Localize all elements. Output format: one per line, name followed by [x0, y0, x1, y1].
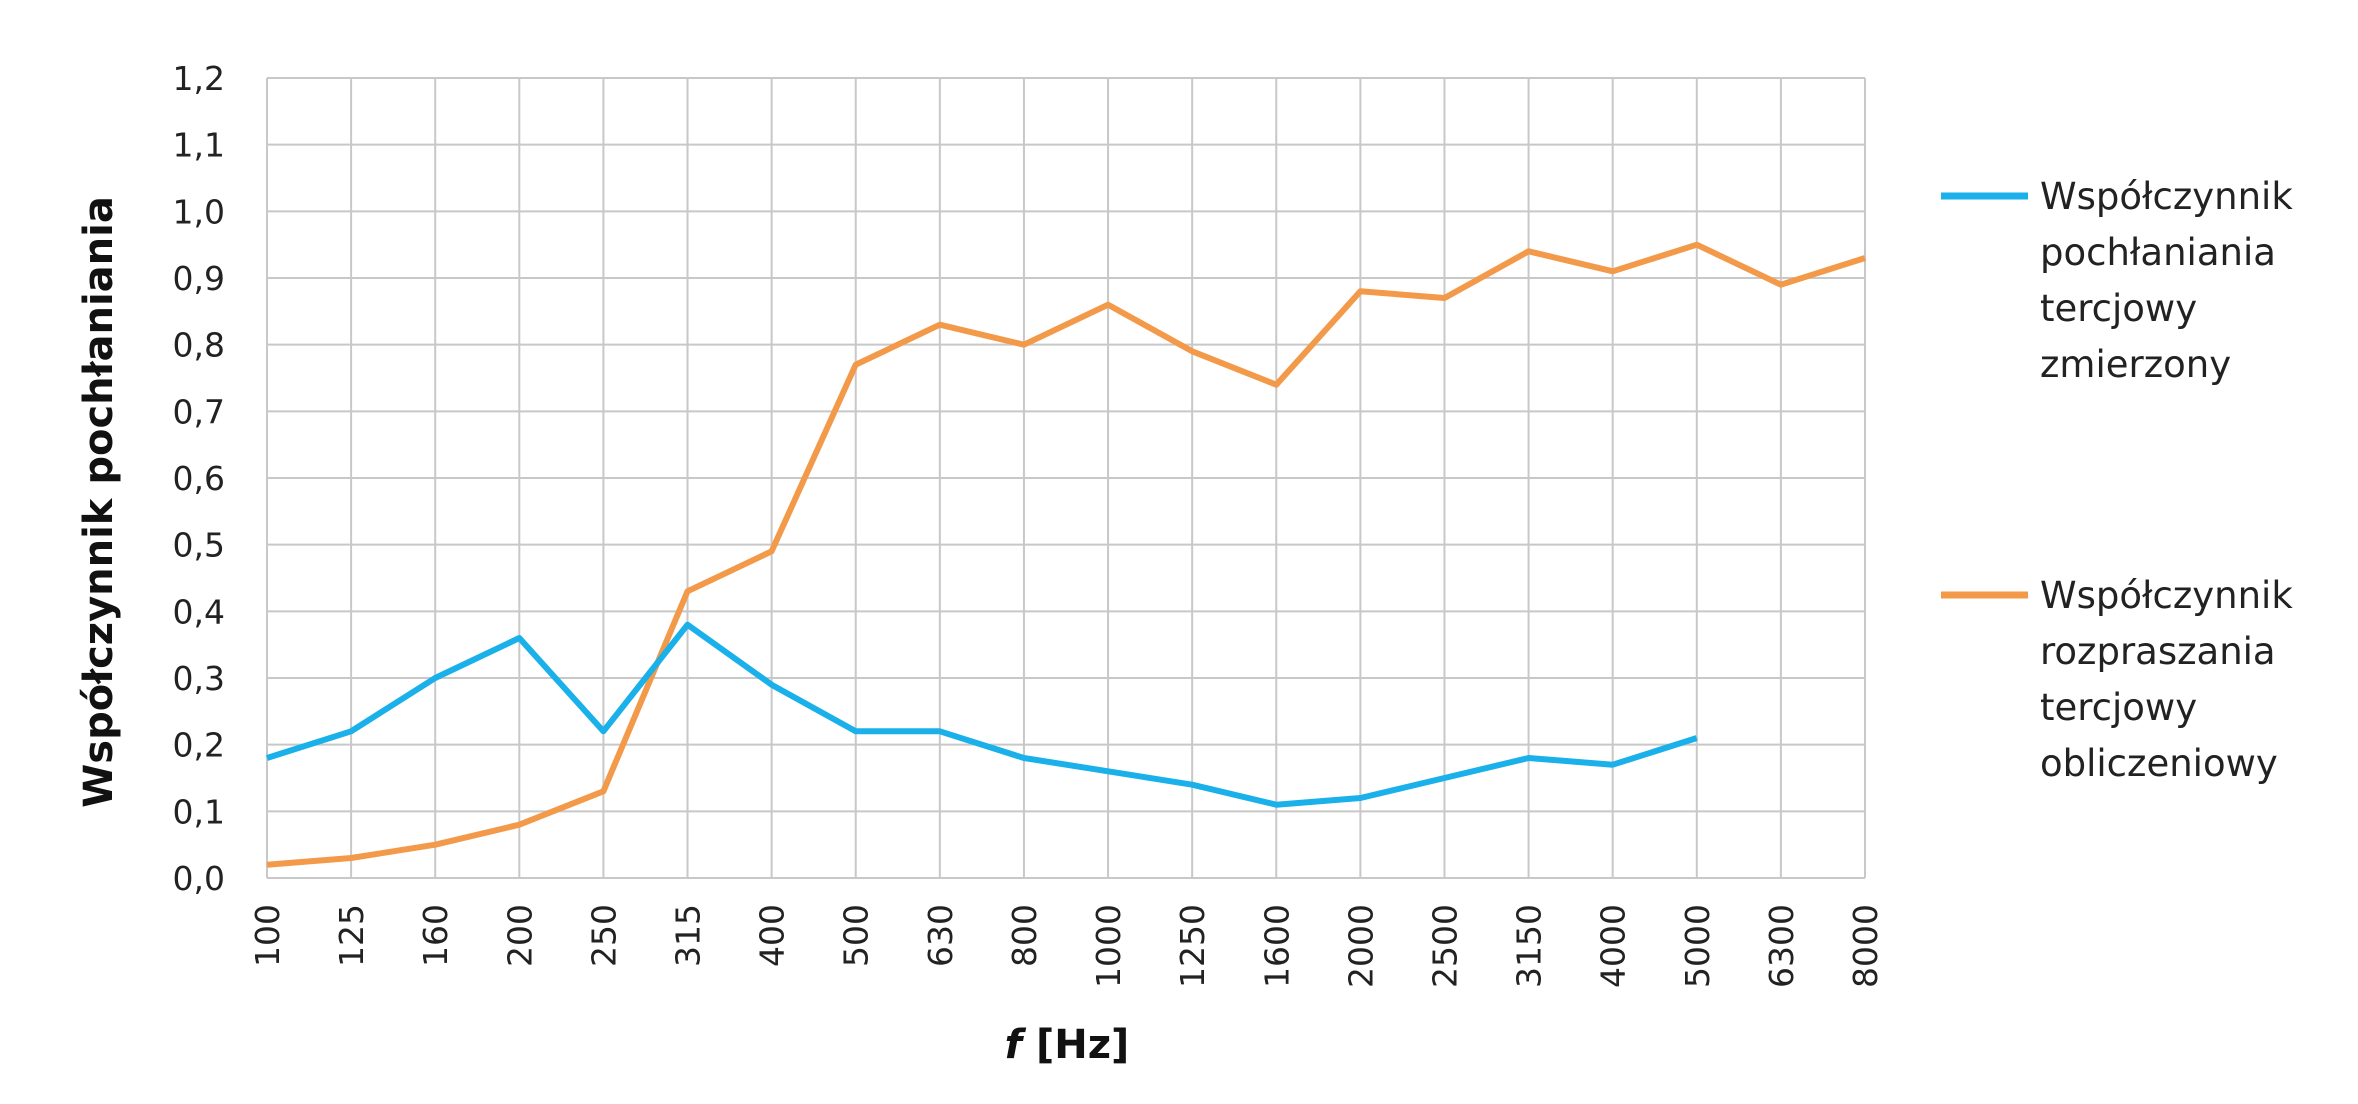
x-tick-label: 250: [584, 904, 623, 967]
x-tick-label: 2500: [1425, 904, 1464, 988]
legend-item-1: Współczynnik pochłaniania tercjowy zmierzon…: [1941, 175, 2293, 386]
x-axis-title-unit: [Hz]: [1022, 1022, 1129, 1068]
x-tick-label: 630: [921, 904, 960, 967]
x-tick-labels: 100 125 160 200 250 315 400 500 630 800 1000 1250 16…: [248, 904, 1885, 988]
legend-label-line: pochłaniania: [2040, 231, 2276, 274]
x-tick-label: 8000: [1846, 904, 1885, 988]
x-tick-label: 5000: [1678, 904, 1717, 988]
x-tick-label: 315: [669, 904, 708, 967]
grid: [266, 77, 1866, 879]
x-tick-label: 100: [248, 904, 287, 967]
series-line-2: [266, 241, 1866, 868]
legend-label-line: Współczynnik: [2040, 574, 2293, 617]
y-tick-label: 0,2: [173, 726, 225, 765]
y-tick-label: 0,8: [173, 326, 225, 365]
y-tick-label: 1,0: [173, 192, 225, 231]
series-line-1: [266, 621, 1698, 808]
legend-label-line: tercjowy: [2040, 686, 2197, 729]
y-tick-label: 0,7: [173, 392, 225, 431]
x-tick-label: 1600: [1257, 904, 1296, 988]
x-tick-label: 125: [332, 904, 371, 967]
legend-label-line: zmierzony: [2040, 343, 2231, 386]
y-tick-label: 1,2: [173, 59, 225, 98]
y-tick-label: 1,1: [173, 126, 225, 165]
legend-label-line: rozpraszania: [2040, 630, 2276, 673]
x-axis-title: f [Hz]: [1005, 1022, 1130, 1068]
legend-label-line: Współczynnik: [2040, 175, 2293, 218]
y-tick-label: 0,0: [173, 859, 225, 898]
x-axis-title-symbol: f: [1005, 1022, 1027, 1068]
x-tick-label: 200: [500, 904, 539, 967]
series-lines: [266, 241, 1866, 868]
legend-label-line: obliczeniowy: [2040, 742, 2278, 785]
x-tick-label: 800: [1005, 904, 1044, 967]
y-tick-labels: 0,0 0,1 0,2 0,3 0,4 0,5 0,6 0,7 0,8 0,9 1,0 1,1 1,2: [173, 59, 225, 898]
y-tick-label: 0,3: [173, 659, 225, 698]
y-tick-label: 0,6: [173, 459, 225, 498]
y-tick-label: 0,9: [173, 259, 225, 298]
x-tick-label: 2000: [1341, 904, 1380, 988]
x-tick-label: 6300: [1762, 904, 1801, 988]
y-axis-title: Współczynnik pochłaniania: [76, 196, 122, 808]
legend-item-2: Współczynnik rozpraszania tercjowy obliczen…: [1941, 574, 2293, 785]
y-tick-label: 0,1: [173, 792, 225, 831]
x-tick-label: 160: [416, 904, 455, 967]
x-tick-label: 4000: [1594, 904, 1633, 988]
y-tick-label: 0,4: [173, 592, 225, 631]
x-tick-label: 1250: [1173, 904, 1212, 988]
x-tick-label: 3150: [1510, 904, 1549, 988]
x-tick-label: 1000: [1089, 904, 1128, 988]
x-tick-label: 400: [753, 904, 792, 967]
legend-label-line: tercjowy: [2040, 287, 2197, 330]
y-tick-label: 0,5: [173, 526, 225, 565]
x-tick-label: 500: [837, 904, 876, 967]
legend: Współczynnik pochłaniania tercjowy zmierzon…: [1941, 175, 2293, 785]
